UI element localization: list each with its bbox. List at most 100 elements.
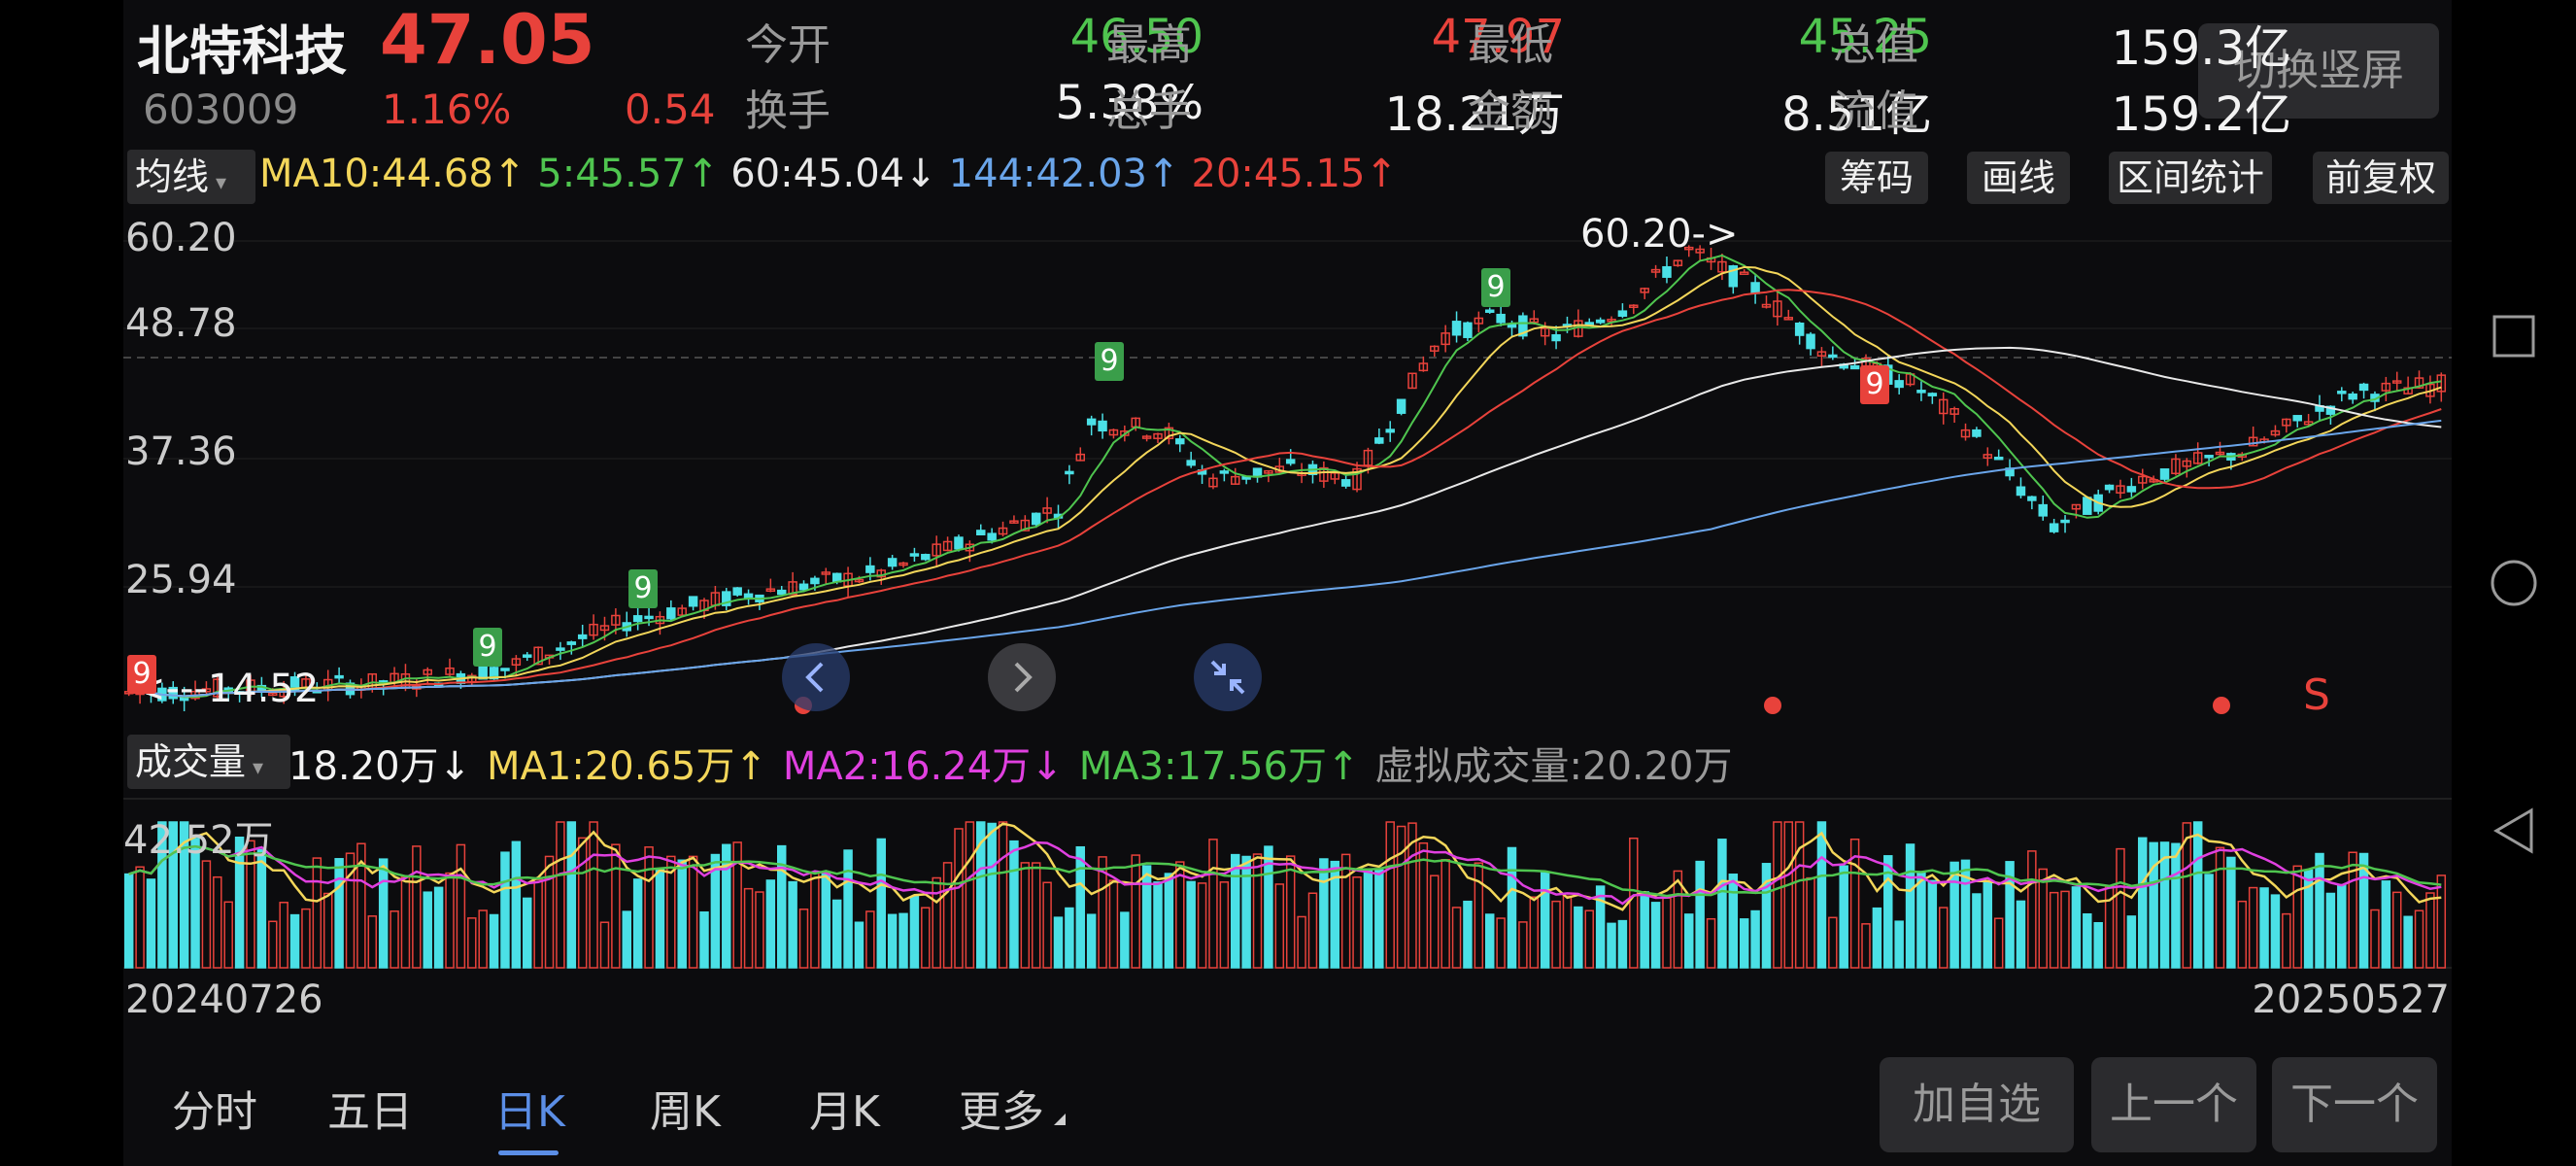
- candle-body: [2071, 503, 2082, 510]
- candle-body: [2215, 451, 2225, 456]
- volume-bar: [632, 878, 643, 969]
- volume-bar: [2370, 909, 2380, 969]
- candle-body: [821, 571, 831, 575]
- volume-bar: [1264, 845, 1273, 969]
- candle-body: [1231, 475, 1240, 485]
- volume-bar: [1197, 882, 1207, 969]
- volume-axis-label: 42.52万: [123, 818, 274, 863]
- period-tab[interactable]: 更多: [959, 1087, 1044, 1137]
- ma10-line: [128, 265, 2442, 698]
- candle-body: [1806, 333, 1815, 350]
- candle-body: [1739, 271, 1749, 275]
- volume-bar: [1352, 875, 1362, 969]
- candle-body: [688, 596, 698, 607]
- candle-body: [1949, 407, 1959, 415]
- volume-bar: [345, 852, 356, 969]
- period-tab[interactable]: 分时: [172, 1087, 257, 1137]
- stat-value: 45.25: [1798, 10, 1932, 64]
- volume-bar: [1662, 897, 1672, 969]
- volume-selector[interactable]: 成交量 ▾: [127, 735, 290, 789]
- candle-body: [2083, 497, 2092, 515]
- action-button[interactable]: 上一个: [2091, 1057, 2256, 1152]
- volume-bar: [213, 875, 222, 969]
- scroll-right-button[interactable]: [988, 643, 1056, 711]
- candle-body: [2414, 377, 2424, 389]
- candle-body: [2303, 421, 2314, 426]
- volume-bar: [2436, 874, 2447, 969]
- volume-legend-item: MA1:20.65万↑: [487, 744, 767, 789]
- candle-body: [1673, 259, 1683, 266]
- volume-bar: [2060, 890, 2070, 969]
- candle-body: [1031, 512, 1041, 526]
- volume-bar: [688, 855, 698, 969]
- stat-value: 5.38%: [1055, 76, 1203, 130]
- candle-body: [1496, 313, 1506, 324]
- period-tab[interactable]: 周K: [650, 1087, 721, 1137]
- candle-body: [1849, 364, 1860, 370]
- candle-body: [810, 577, 820, 585]
- candle-body: [2248, 436, 2258, 447]
- volume-bar: [987, 822, 997, 969]
- sell-signal-marker: S: [2303, 670, 2330, 720]
- back-icon[interactable]: [2492, 806, 2535, 855]
- period-tab[interactable]: 月K: [809, 1087, 880, 1137]
- candle-body: [887, 558, 898, 567]
- volume-bar: [2116, 847, 2125, 969]
- chart-tool-button[interactable]: 筹码: [1825, 152, 1928, 204]
- candle-body: [2104, 484, 2115, 491]
- recent-apps-icon[interactable]: [2491, 313, 2537, 360]
- candle-body: [1065, 470, 1074, 475]
- switch-portrait-button[interactable]: 切换竖屏: [2198, 23, 2439, 119]
- current-price: 47.05: [380, 0, 595, 80]
- stat-value: 18.21万: [1384, 87, 1565, 142]
- candle-body: [1396, 398, 1407, 414]
- volume-bar: [699, 911, 709, 969]
- volume-bar: [1053, 916, 1064, 969]
- stat-value: 159.3亿: [2111, 21, 2291, 76]
- action-button[interactable]: 下一个: [2272, 1057, 2437, 1152]
- volume-bar: [2083, 912, 2092, 969]
- chart-tool-button[interactable]: 区间统计: [2109, 152, 2272, 204]
- signal-tag: 9: [1860, 365, 1889, 404]
- volume-bar: [2315, 852, 2324, 969]
- volume-bar: [433, 886, 444, 969]
- volume-ma1-line: [128, 822, 2442, 911]
- candle-body: [2358, 383, 2369, 392]
- volume-bar: [2259, 887, 2269, 969]
- candle-body: [1352, 467, 1362, 491]
- candle-body: [1407, 372, 1417, 390]
- chart-tool-button[interactable]: 前复权: [2313, 152, 2449, 204]
- price-axis-label: 48.78: [125, 301, 237, 346]
- chart-tool-button[interactable]: 画线: [1967, 152, 2070, 204]
- home-icon[interactable]: [2489, 558, 2539, 608]
- volume-chart[interactable]: [123, 795, 2452, 970]
- end-date: 20250527: [2252, 977, 2450, 1022]
- candle-body: [1584, 322, 1594, 326]
- ma-legend-item: 60:45.04↓: [730, 152, 937, 196]
- candle-body: [533, 646, 543, 666]
- volume-bar: [743, 887, 754, 969]
- volume-bar: [1241, 855, 1251, 969]
- candle-body: [1319, 466, 1329, 482]
- collapse-button[interactable]: [1194, 643, 1262, 711]
- scroll-left-button[interactable]: [782, 643, 850, 711]
- volume-bar: [1783, 821, 1794, 969]
- volume-bar: [921, 907, 931, 969]
- volume-bar: [566, 821, 577, 969]
- volume-bar: [965, 821, 975, 969]
- period-tab[interactable]: 五日: [327, 1087, 413, 1137]
- volume-bar: [390, 910, 399, 969]
- volume-bar: [1574, 906, 1583, 969]
- action-button[interactable]: 加自选: [1880, 1057, 2074, 1152]
- change-amount: 0.54: [625, 86, 716, 133]
- price-axis-label: 60.20: [125, 216, 237, 260]
- ma-selector[interactable]: 均线 ▾: [127, 150, 255, 204]
- candle-body: [1595, 319, 1606, 324]
- candle-body: [722, 591, 731, 606]
- volume-bar: [190, 838, 200, 969]
- period-tab[interactable]: 日K: [494, 1087, 565, 1137]
- candle-body: [1529, 318, 1540, 324]
- low-price-marker: <---14.52: [133, 667, 320, 711]
- candle-body: [1451, 321, 1462, 336]
- kline-chart[interactable]: [123, 212, 2452, 727]
